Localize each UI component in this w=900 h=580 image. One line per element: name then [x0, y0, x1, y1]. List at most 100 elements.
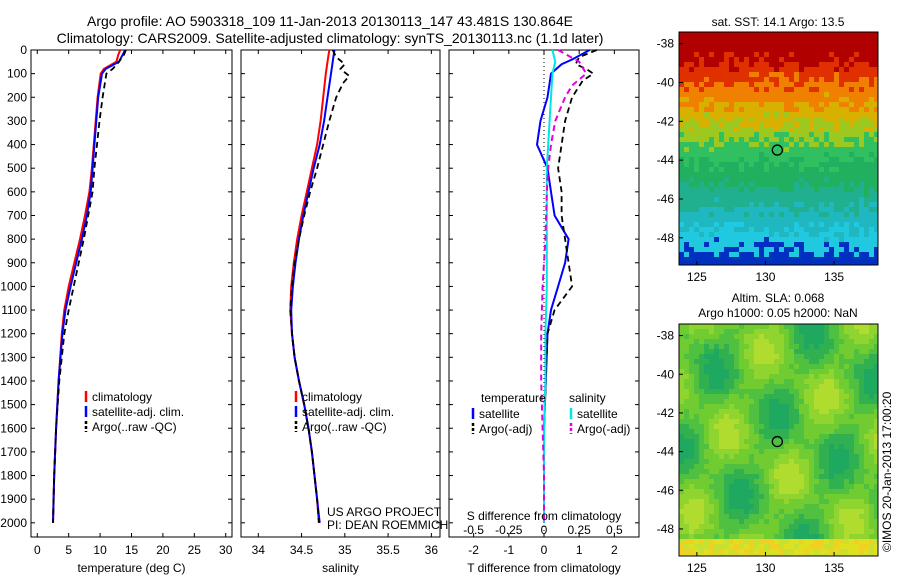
map-cell [764, 549, 769, 554]
map-cell [684, 92, 689, 97]
map-cell [719, 329, 724, 334]
map-cell [764, 499, 769, 504]
map-cell [859, 232, 864, 237]
map-cell [684, 349, 689, 354]
map-cell [729, 182, 734, 187]
map-cell [774, 62, 779, 67]
map-cell [844, 147, 849, 152]
map-cell [809, 369, 814, 374]
map-cell [794, 494, 799, 499]
map-cell [729, 519, 734, 524]
map-cell [679, 419, 684, 424]
map-cell [784, 197, 789, 202]
map-cell [719, 479, 724, 484]
map-cell [849, 509, 854, 514]
map-cell [804, 242, 809, 247]
map-cell [849, 212, 854, 217]
map-cell [829, 339, 834, 344]
map-cell [759, 212, 764, 217]
map-cell [749, 247, 754, 252]
map-cell [714, 509, 719, 514]
map-cell [704, 77, 709, 82]
map-cell [739, 454, 744, 459]
map-cell [709, 122, 714, 127]
map-cell [774, 172, 779, 177]
map-cell [704, 374, 709, 379]
map-cell [839, 484, 844, 489]
map-cell [694, 549, 699, 554]
map-cell [859, 519, 864, 524]
map-cell [874, 359, 878, 364]
map-cell [714, 439, 719, 444]
map-cell [804, 87, 809, 92]
map-cell [779, 354, 784, 359]
map-cell [694, 197, 699, 202]
map-cell [874, 182, 878, 187]
map-cell [814, 459, 819, 464]
map-cell [689, 554, 694, 556]
map-cell [799, 534, 804, 539]
map-cell [849, 449, 854, 454]
map-cell [744, 544, 749, 549]
map-cell [749, 414, 754, 419]
map-cell [794, 509, 799, 514]
map-cell [834, 404, 839, 409]
map-cell [869, 334, 874, 339]
map-cell [769, 152, 774, 157]
map-cell [874, 172, 878, 177]
map-cell [814, 534, 819, 539]
map-cell [719, 364, 724, 369]
map-cell [809, 157, 814, 162]
map-cell [729, 324, 734, 329]
map-cell [704, 479, 709, 484]
map-cell [824, 182, 829, 187]
map-cell [734, 62, 739, 67]
map-cell [874, 132, 878, 137]
map-cell [829, 489, 834, 494]
map-cell [824, 247, 829, 252]
map-cell [804, 524, 809, 529]
map-cell [844, 167, 849, 172]
map-cell [839, 137, 844, 142]
map-cell [804, 257, 809, 262]
map-cell [739, 152, 744, 157]
map-cell [734, 444, 739, 449]
map-cell [824, 52, 829, 57]
map-cell [849, 107, 854, 112]
map-cell [719, 539, 724, 544]
map-cell [764, 369, 769, 374]
map-cell [799, 444, 804, 449]
map-cell [744, 257, 749, 262]
map-cell [859, 167, 864, 172]
map-cell [779, 77, 784, 82]
map-cell [769, 227, 774, 232]
map-cell [744, 549, 749, 554]
map-cell [829, 469, 834, 474]
map-cell [789, 152, 794, 157]
map-cell [679, 107, 684, 112]
map-cell [704, 464, 709, 469]
map-cell [714, 359, 719, 364]
map-cell [709, 72, 714, 77]
map-cell [819, 539, 824, 544]
map-cell [859, 162, 864, 167]
map-cell [809, 554, 814, 556]
map-cell [824, 162, 829, 167]
map-cell [809, 167, 814, 172]
map-cell [749, 192, 754, 197]
map-cell [699, 157, 704, 162]
map-cell [789, 459, 794, 464]
map-cell [814, 494, 819, 499]
map-cell [764, 484, 769, 489]
map-cell [744, 137, 749, 142]
map-cell [729, 529, 734, 534]
map-cell [744, 37, 749, 42]
map-cell [719, 167, 724, 172]
map-cell [769, 162, 774, 167]
map-cell [744, 142, 749, 147]
map-cell [684, 364, 689, 369]
map-cell [869, 419, 874, 424]
map-cell [794, 142, 799, 147]
map-cell [709, 364, 714, 369]
map-cell [844, 142, 849, 147]
